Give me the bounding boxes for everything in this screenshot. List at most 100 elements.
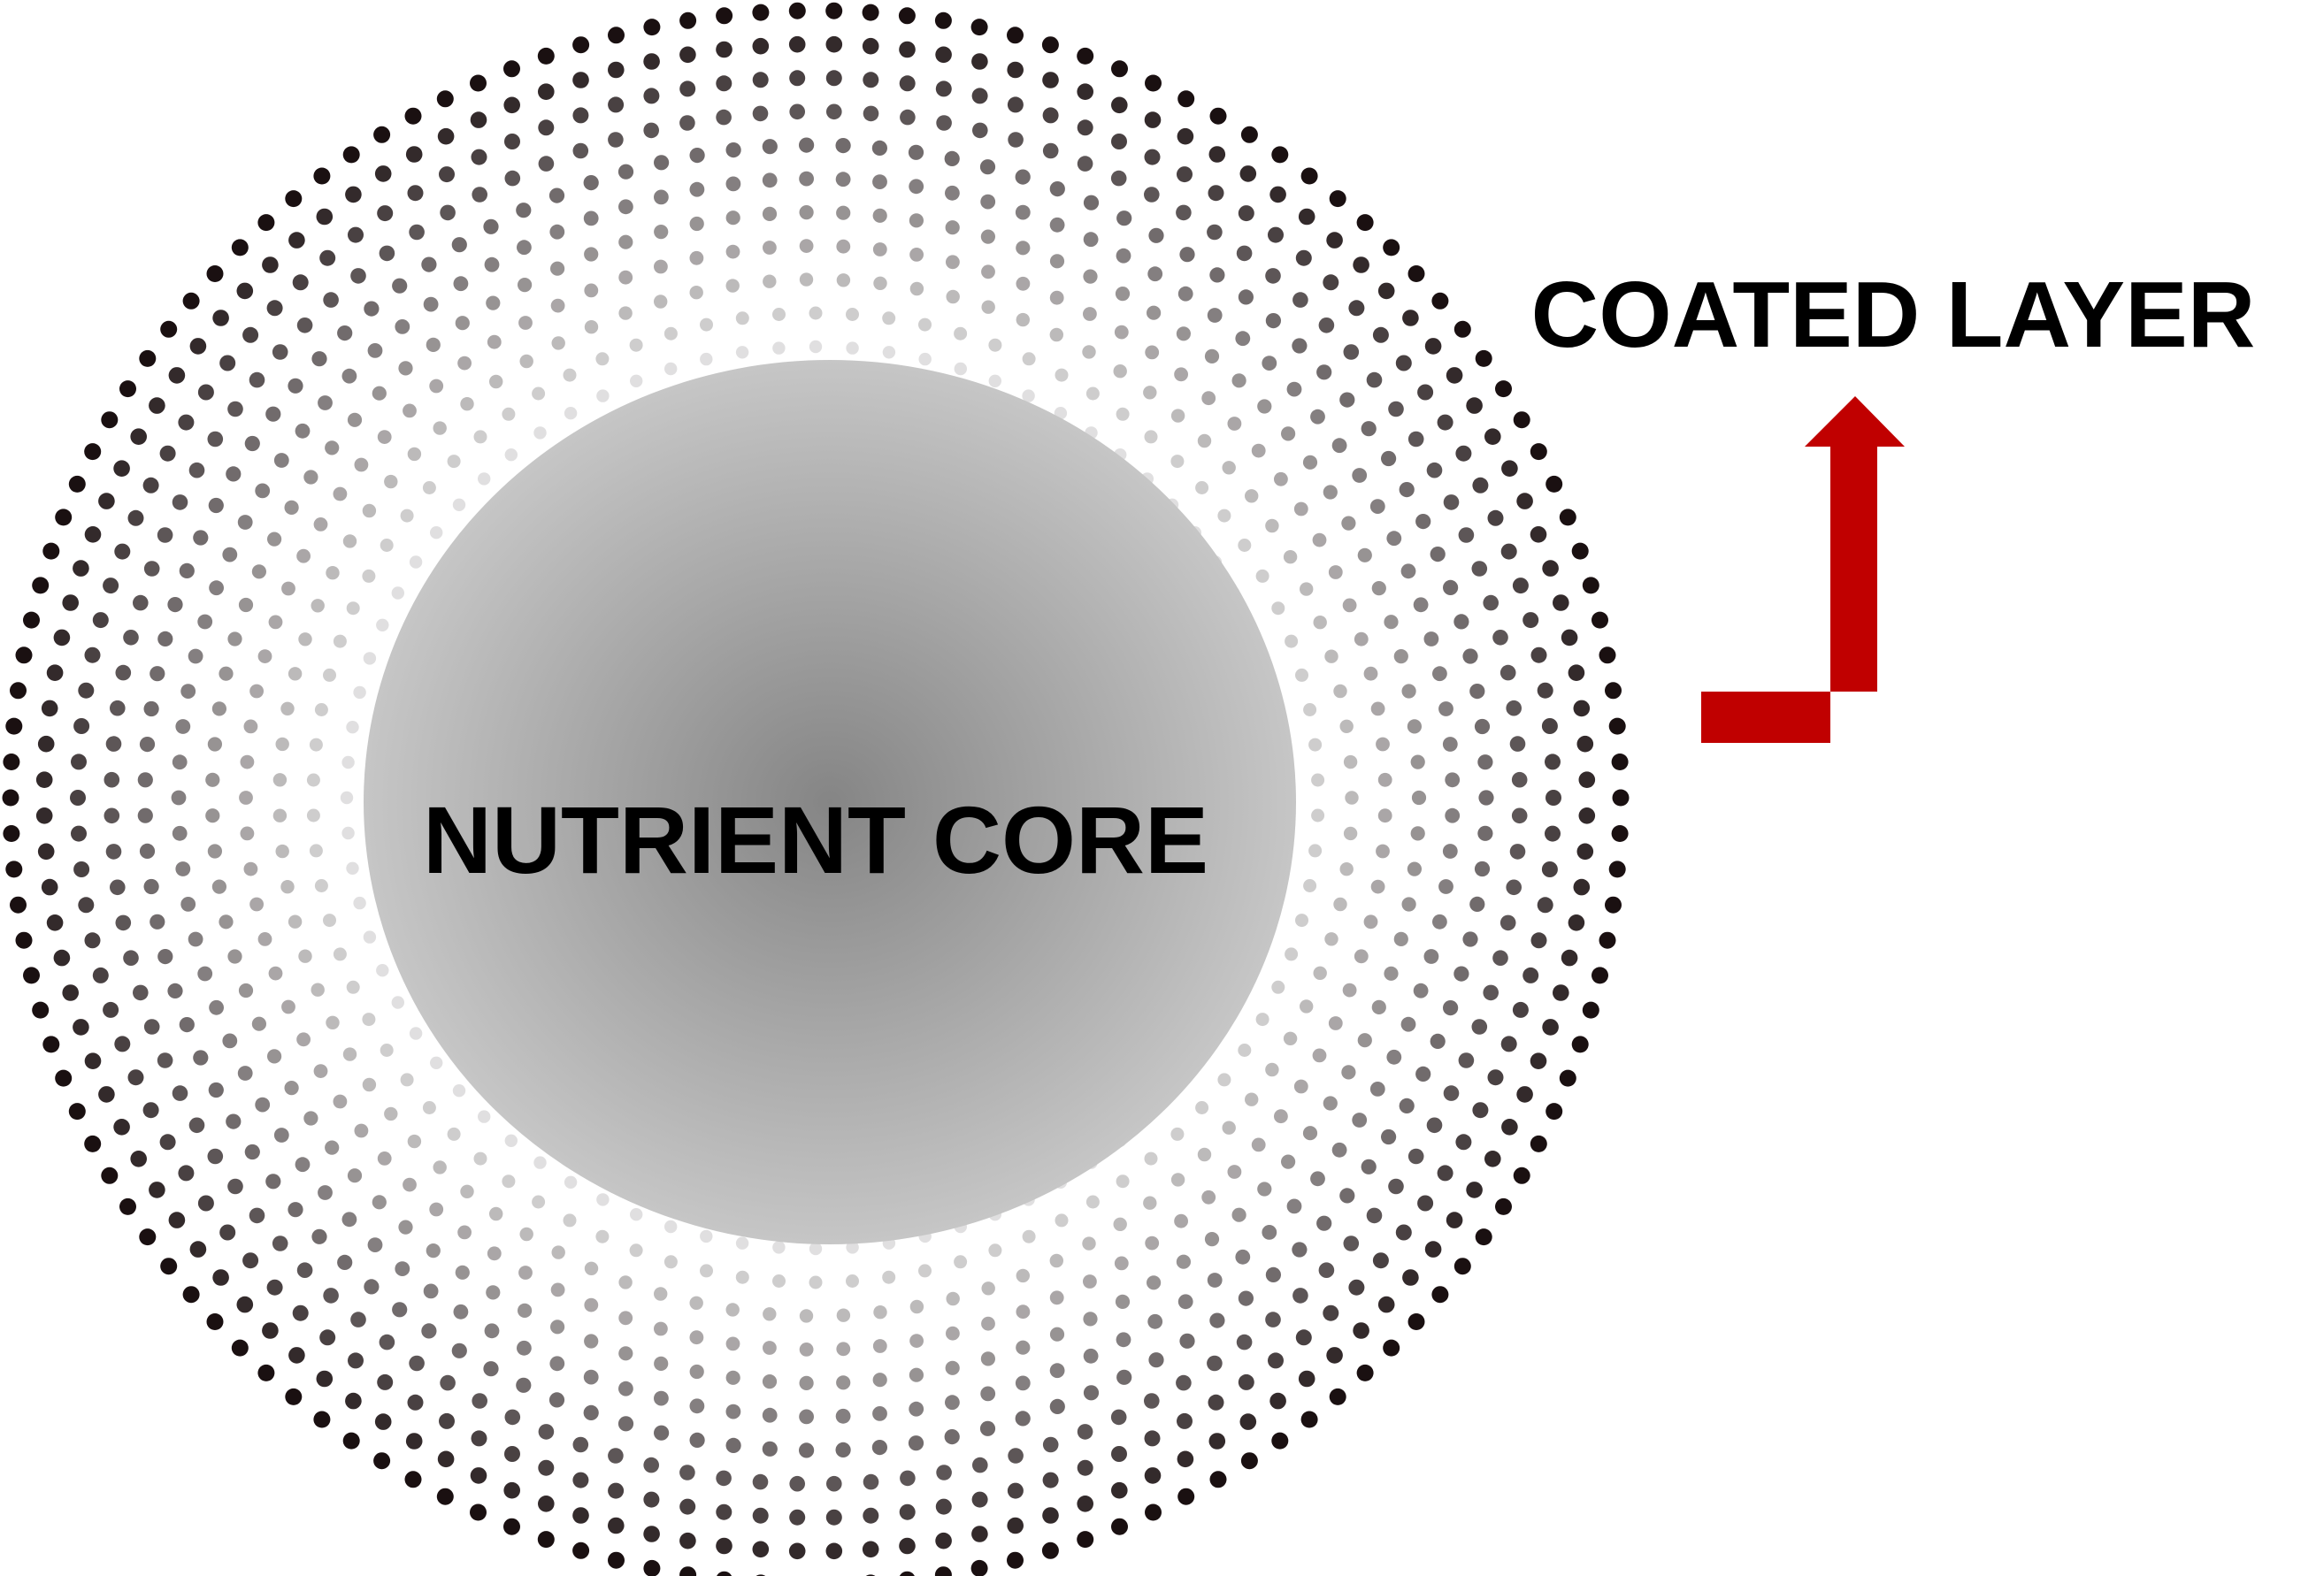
coating-dot xyxy=(689,1330,704,1345)
coating-dot xyxy=(133,984,149,1001)
coating-dot xyxy=(347,412,363,427)
coating-dot xyxy=(825,2,843,19)
coating-dot xyxy=(171,790,187,806)
coating-dot xyxy=(900,109,916,126)
coating-dot xyxy=(946,255,960,270)
coating-dot xyxy=(504,1409,521,1426)
coating-dot xyxy=(362,1077,377,1092)
coating-dot xyxy=(836,239,851,254)
coating-dot xyxy=(323,668,336,682)
coating-dot xyxy=(451,237,467,253)
coating-dot xyxy=(1592,967,1608,984)
coating-dot xyxy=(836,1308,851,1322)
coating-dot xyxy=(409,1027,423,1040)
coating-dot xyxy=(1323,274,1339,291)
coating-dot xyxy=(716,75,732,92)
coating-dot xyxy=(679,1566,697,1576)
coating-dot xyxy=(189,1241,207,1258)
coating-dot xyxy=(1383,239,1400,256)
coating-dot xyxy=(15,646,33,664)
coating-dot xyxy=(504,1446,520,1462)
coating-dot xyxy=(1477,825,1493,841)
coating-dot xyxy=(281,581,295,596)
coating-dot xyxy=(608,132,624,148)
coating-dot xyxy=(460,1184,474,1199)
coating-dot xyxy=(1343,1236,1360,1251)
coating-dot xyxy=(572,36,590,54)
coating-dot xyxy=(206,265,224,282)
coating-dot xyxy=(1227,1165,1242,1179)
coating-dot xyxy=(1144,149,1161,165)
coating-dot xyxy=(1605,682,1622,700)
coating-dot xyxy=(168,367,186,384)
coating-dot xyxy=(1339,862,1354,876)
coating-dot xyxy=(1343,826,1358,841)
coating-dot xyxy=(548,187,565,203)
coating-dot xyxy=(319,1329,336,1346)
coating-dot xyxy=(584,247,599,262)
coating-dot xyxy=(78,897,95,914)
coating-dot xyxy=(172,825,188,841)
coating-dot xyxy=(1115,1294,1131,1309)
coating-dot xyxy=(403,403,417,418)
coating-dot xyxy=(35,807,53,824)
coating-dot xyxy=(679,46,696,64)
coating-dot xyxy=(209,999,225,1015)
coating-dot xyxy=(240,754,255,769)
coating-dot xyxy=(486,1285,501,1300)
coating-dot xyxy=(1144,1393,1160,1409)
coating-dot xyxy=(1015,1375,1031,1391)
coating-dot xyxy=(249,1207,265,1224)
coating-dot xyxy=(1426,1117,1443,1134)
coating-dot xyxy=(934,11,952,29)
coating-dot xyxy=(1376,844,1390,859)
coating-dot xyxy=(1015,169,1031,185)
coating-dot xyxy=(762,1441,778,1457)
coating-dot xyxy=(404,107,422,125)
coating-dot xyxy=(979,159,996,175)
coating-dot xyxy=(643,88,660,104)
coating-dot xyxy=(1369,1082,1385,1097)
coating-dot xyxy=(1176,204,1192,221)
coating-dot xyxy=(862,1541,879,1558)
coating-dot xyxy=(596,389,610,402)
coating-dot xyxy=(439,166,455,183)
coating-dot xyxy=(846,1274,859,1288)
coating-dot xyxy=(1353,256,1369,273)
coating-dot xyxy=(689,216,704,232)
coating-dot xyxy=(32,1001,50,1019)
coating-dot xyxy=(1474,718,1491,735)
coating-dot xyxy=(825,70,842,87)
coating-dot xyxy=(346,721,359,734)
coating-dot xyxy=(504,448,518,462)
coating-dot xyxy=(1472,1102,1489,1119)
coating-dot xyxy=(323,914,336,928)
coating-dot xyxy=(242,326,259,343)
coating-dot xyxy=(1402,310,1419,326)
coating-dot xyxy=(73,861,90,877)
coating-dot xyxy=(1472,477,1489,493)
coating-dot xyxy=(182,1286,200,1304)
coating-dot xyxy=(1265,1266,1281,1282)
coating-dot xyxy=(935,1532,952,1549)
coating-dot xyxy=(872,174,887,190)
coating-dot xyxy=(71,825,87,842)
coating-dot xyxy=(222,1033,238,1049)
coating-dot xyxy=(1316,1215,1332,1231)
coating-dot xyxy=(1401,684,1416,699)
coating-dot xyxy=(1145,1236,1160,1251)
coating-dot xyxy=(1381,1128,1397,1145)
coating-dot xyxy=(935,1498,952,1515)
coating-dot xyxy=(243,719,258,734)
coating-dot xyxy=(1395,355,1412,371)
coating-dot xyxy=(1455,1134,1472,1151)
coating-dot xyxy=(1453,1258,1471,1275)
coating-dot xyxy=(1399,482,1415,498)
coating-dot xyxy=(551,1245,565,1259)
coating-dot xyxy=(313,1411,331,1428)
coating-dot xyxy=(101,1167,119,1184)
coating-dot xyxy=(84,1135,102,1152)
coating-dot xyxy=(503,1481,520,1499)
coating-dot xyxy=(1295,1329,1312,1346)
coating-dot xyxy=(1413,983,1429,998)
